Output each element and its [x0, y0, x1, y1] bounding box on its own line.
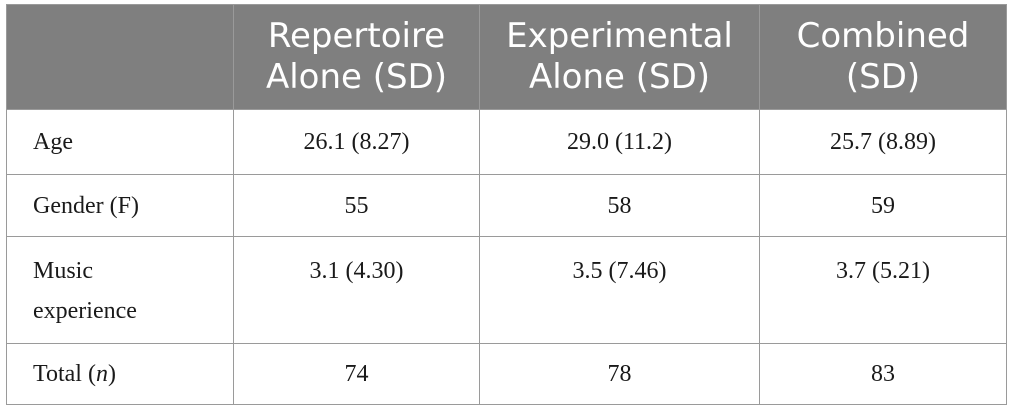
table-body: Age 26.1 (8.27) 29.0 (11.2) 25.7 (8.89) … — [6, 109, 1007, 405]
cell-total-repertoire: 74 — [233, 343, 480, 405]
cell-gender-combined: 59 — [759, 174, 1007, 237]
cell-total-combined: 83 — [759, 343, 1007, 405]
demographics-table: Repertoire Alone (SD) Experimental Alone… — [6, 4, 1007, 405]
cell-age-combined: 25.7 (8.89) — [759, 109, 1007, 175]
header-combined: Combined (SD) — [759, 4, 1007, 110]
row-label-total-suffix: ) — [107, 361, 116, 387]
row-label-music-line2: experience — [33, 298, 137, 324]
cell-age-repertoire: 26.1 (8.27) — [233, 109, 480, 175]
header-corner-cell — [6, 4, 234, 110]
table-row-total: Total (n) 74 78 83 — [6, 343, 1007, 405]
row-label-music-experience: Music experience — [6, 236, 234, 344]
cell-music-combined: 3.7 (5.21) — [759, 236, 1007, 344]
header-combined-line2: (SD) — [845, 57, 921, 97]
table-row-age: Age 26.1 (8.27) 29.0 (11.2) 25.7 (8.89) — [6, 109, 1007, 175]
row-label-total: Total (n) — [6, 343, 234, 405]
cell-music-repertoire: 3.1 (4.30) — [233, 236, 480, 344]
table-header: Repertoire Alone (SD) Experimental Alone… — [6, 4, 1007, 110]
table-row-gender: Gender (F) 55 58 59 — [6, 174, 1007, 237]
cell-age-experimental: 29.0 (11.2) — [479, 109, 760, 175]
row-label-gender: Gender (F) — [6, 174, 234, 237]
row-label-total-n: n — [95, 361, 108, 387]
cell-music-experimental: 3.5 (7.46) — [479, 236, 760, 344]
header-combined-line1: Combined — [796, 16, 970, 56]
header-repertoire-line2: Alone (SD) — [265, 57, 448, 97]
header-repertoire-alone: Repertoire Alone (SD) — [233, 4, 480, 110]
cell-gender-experimental: 58 — [479, 174, 760, 237]
cell-gender-repertoire: 55 — [233, 174, 480, 237]
table-row-music-experience: Music experience 3.1 (4.30) 3.5 (7.46) 3… — [6, 236, 1007, 344]
row-label-age: Age — [6, 109, 234, 175]
header-experimental-alone: Experimental Alone (SD) — [479, 4, 760, 110]
cell-total-experimental: 78 — [479, 343, 760, 405]
header-experimental-line2: Alone (SD) — [528, 57, 711, 97]
row-label-music-line1: Music — [33, 258, 93, 284]
row-label-total-prefix: Total ( — [33, 361, 96, 387]
header-experimental-line1: Experimental — [506, 16, 733, 56]
header-repertoire-line1: Repertoire — [267, 16, 446, 56]
header-row: Repertoire Alone (SD) Experimental Alone… — [6, 4, 1007, 110]
